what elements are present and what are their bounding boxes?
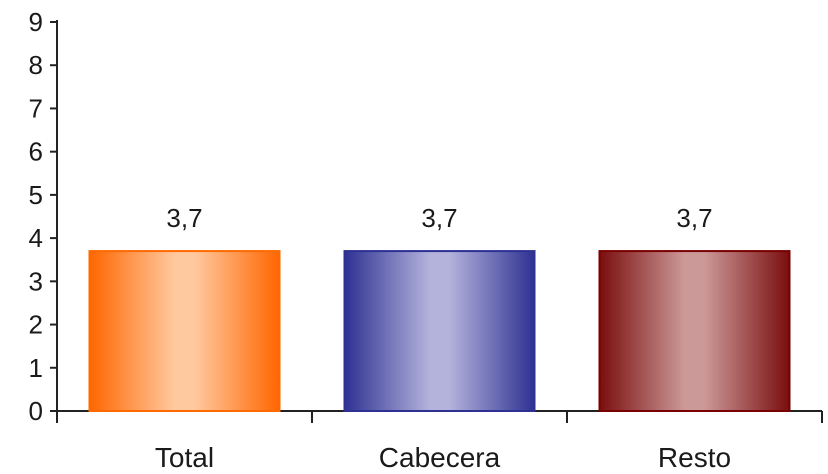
x-axis: Total Cabecera Resto <box>56 410 823 473</box>
y-tick-label: 7 <box>29 93 43 123</box>
bar-cabecera <box>343 250 536 412</box>
bar-total <box>88 250 281 412</box>
y-tick-label: 3 <box>29 266 43 296</box>
x-tick-label-total: Total <box>155 442 214 473</box>
data-labels: 3,7 3,7 3,7 <box>166 203 712 233</box>
y-tick-label: 0 <box>29 396 43 426</box>
y-tick-label: 1 <box>29 353 43 383</box>
x-tick-label-cabecera: Cabecera <box>379 442 501 473</box>
data-label-resto: 3,7 <box>676 203 712 233</box>
data-label-cabecera: 3,7 <box>421 203 457 233</box>
y-tick-label: 5 <box>29 180 43 210</box>
bar-resto <box>598 250 791 412</box>
y-tick-label: 6 <box>29 137 43 167</box>
y-tick-label: 9 <box>29 7 43 37</box>
y-tick-label: 2 <box>29 310 43 340</box>
x-tick-label-resto: Resto <box>658 442 731 473</box>
y-axis: 0 1 2 3 4 5 6 7 8 9 <box>29 7 58 426</box>
y-tick-label: 4 <box>29 223 43 253</box>
y-tick-label: 8 <box>29 50 43 80</box>
bars <box>88 250 791 412</box>
data-label-total: 3,7 <box>166 203 202 233</box>
